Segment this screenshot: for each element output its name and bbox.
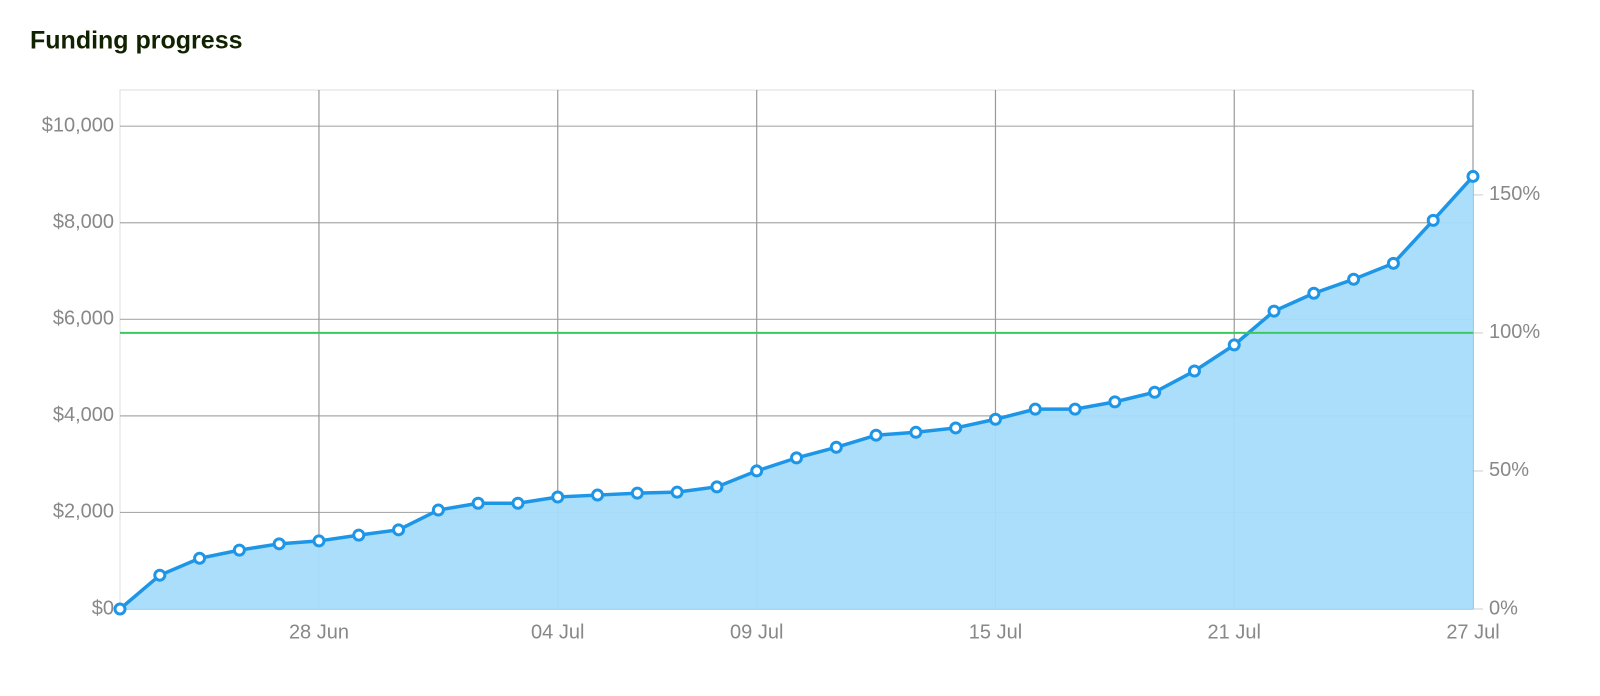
data-point (1426, 213, 1440, 227)
data-point (829, 440, 843, 454)
data-point (1108, 395, 1122, 409)
y-tick-label: $10,000 (42, 114, 114, 136)
y-tick-label: $4,000 (53, 404, 114, 426)
data-point (1028, 402, 1042, 416)
data-point (750, 464, 764, 478)
x-tick-label: 28 Jun (289, 621, 349, 643)
data-point (312, 534, 326, 548)
data-point (392, 523, 406, 537)
y2-tick-label: 0% (1489, 597, 1518, 619)
data-point (1068, 402, 1082, 416)
data-point (1307, 286, 1321, 300)
x-tick-label: 09 Jul (730, 621, 783, 643)
data-point (1148, 385, 1162, 399)
y2-tick-label: 100% (1489, 321, 1540, 343)
data-point (1187, 364, 1201, 378)
y-tick-label: $2,000 (53, 501, 114, 523)
data-point (591, 488, 605, 502)
data-point (193, 551, 207, 565)
data-point (988, 412, 1002, 426)
data-point (471, 496, 485, 510)
data-point (869, 428, 883, 442)
data-point (790, 451, 803, 465)
data-point (670, 485, 684, 499)
data-point (710, 480, 724, 494)
data-point (352, 528, 366, 542)
data-point (431, 503, 445, 517)
y-tick-label: $8,000 (53, 211, 114, 233)
area-fill (120, 176, 1473, 609)
x-tick-label: 21 Jul (1208, 621, 1261, 643)
data-point (232, 543, 246, 557)
y-tick-label: $6,000 (53, 308, 114, 330)
data-point (551, 490, 565, 504)
data-point (1386, 256, 1400, 270)
data-point (511, 496, 525, 510)
y2-tick-label: 50% (1489, 459, 1529, 481)
data-point (153, 568, 167, 582)
chart-title: Funding progress (30, 27, 243, 55)
data-point (1347, 272, 1361, 286)
data-point (949, 421, 963, 435)
data-point (1267, 304, 1281, 318)
data-point (909, 425, 923, 439)
x-tick-label: 04 Jul (531, 621, 584, 643)
data-point (113, 602, 127, 616)
data-point (630, 486, 644, 500)
x-tick-label: 15 Jul (969, 621, 1022, 643)
data-point (272, 537, 286, 551)
y-tick-label: $0 (92, 597, 114, 619)
y2-tick-label: 150% (1489, 183, 1540, 205)
x-tick-label: 27 Jul (1446, 621, 1499, 643)
data-point (1466, 169, 1480, 183)
data-point (1227, 338, 1241, 352)
